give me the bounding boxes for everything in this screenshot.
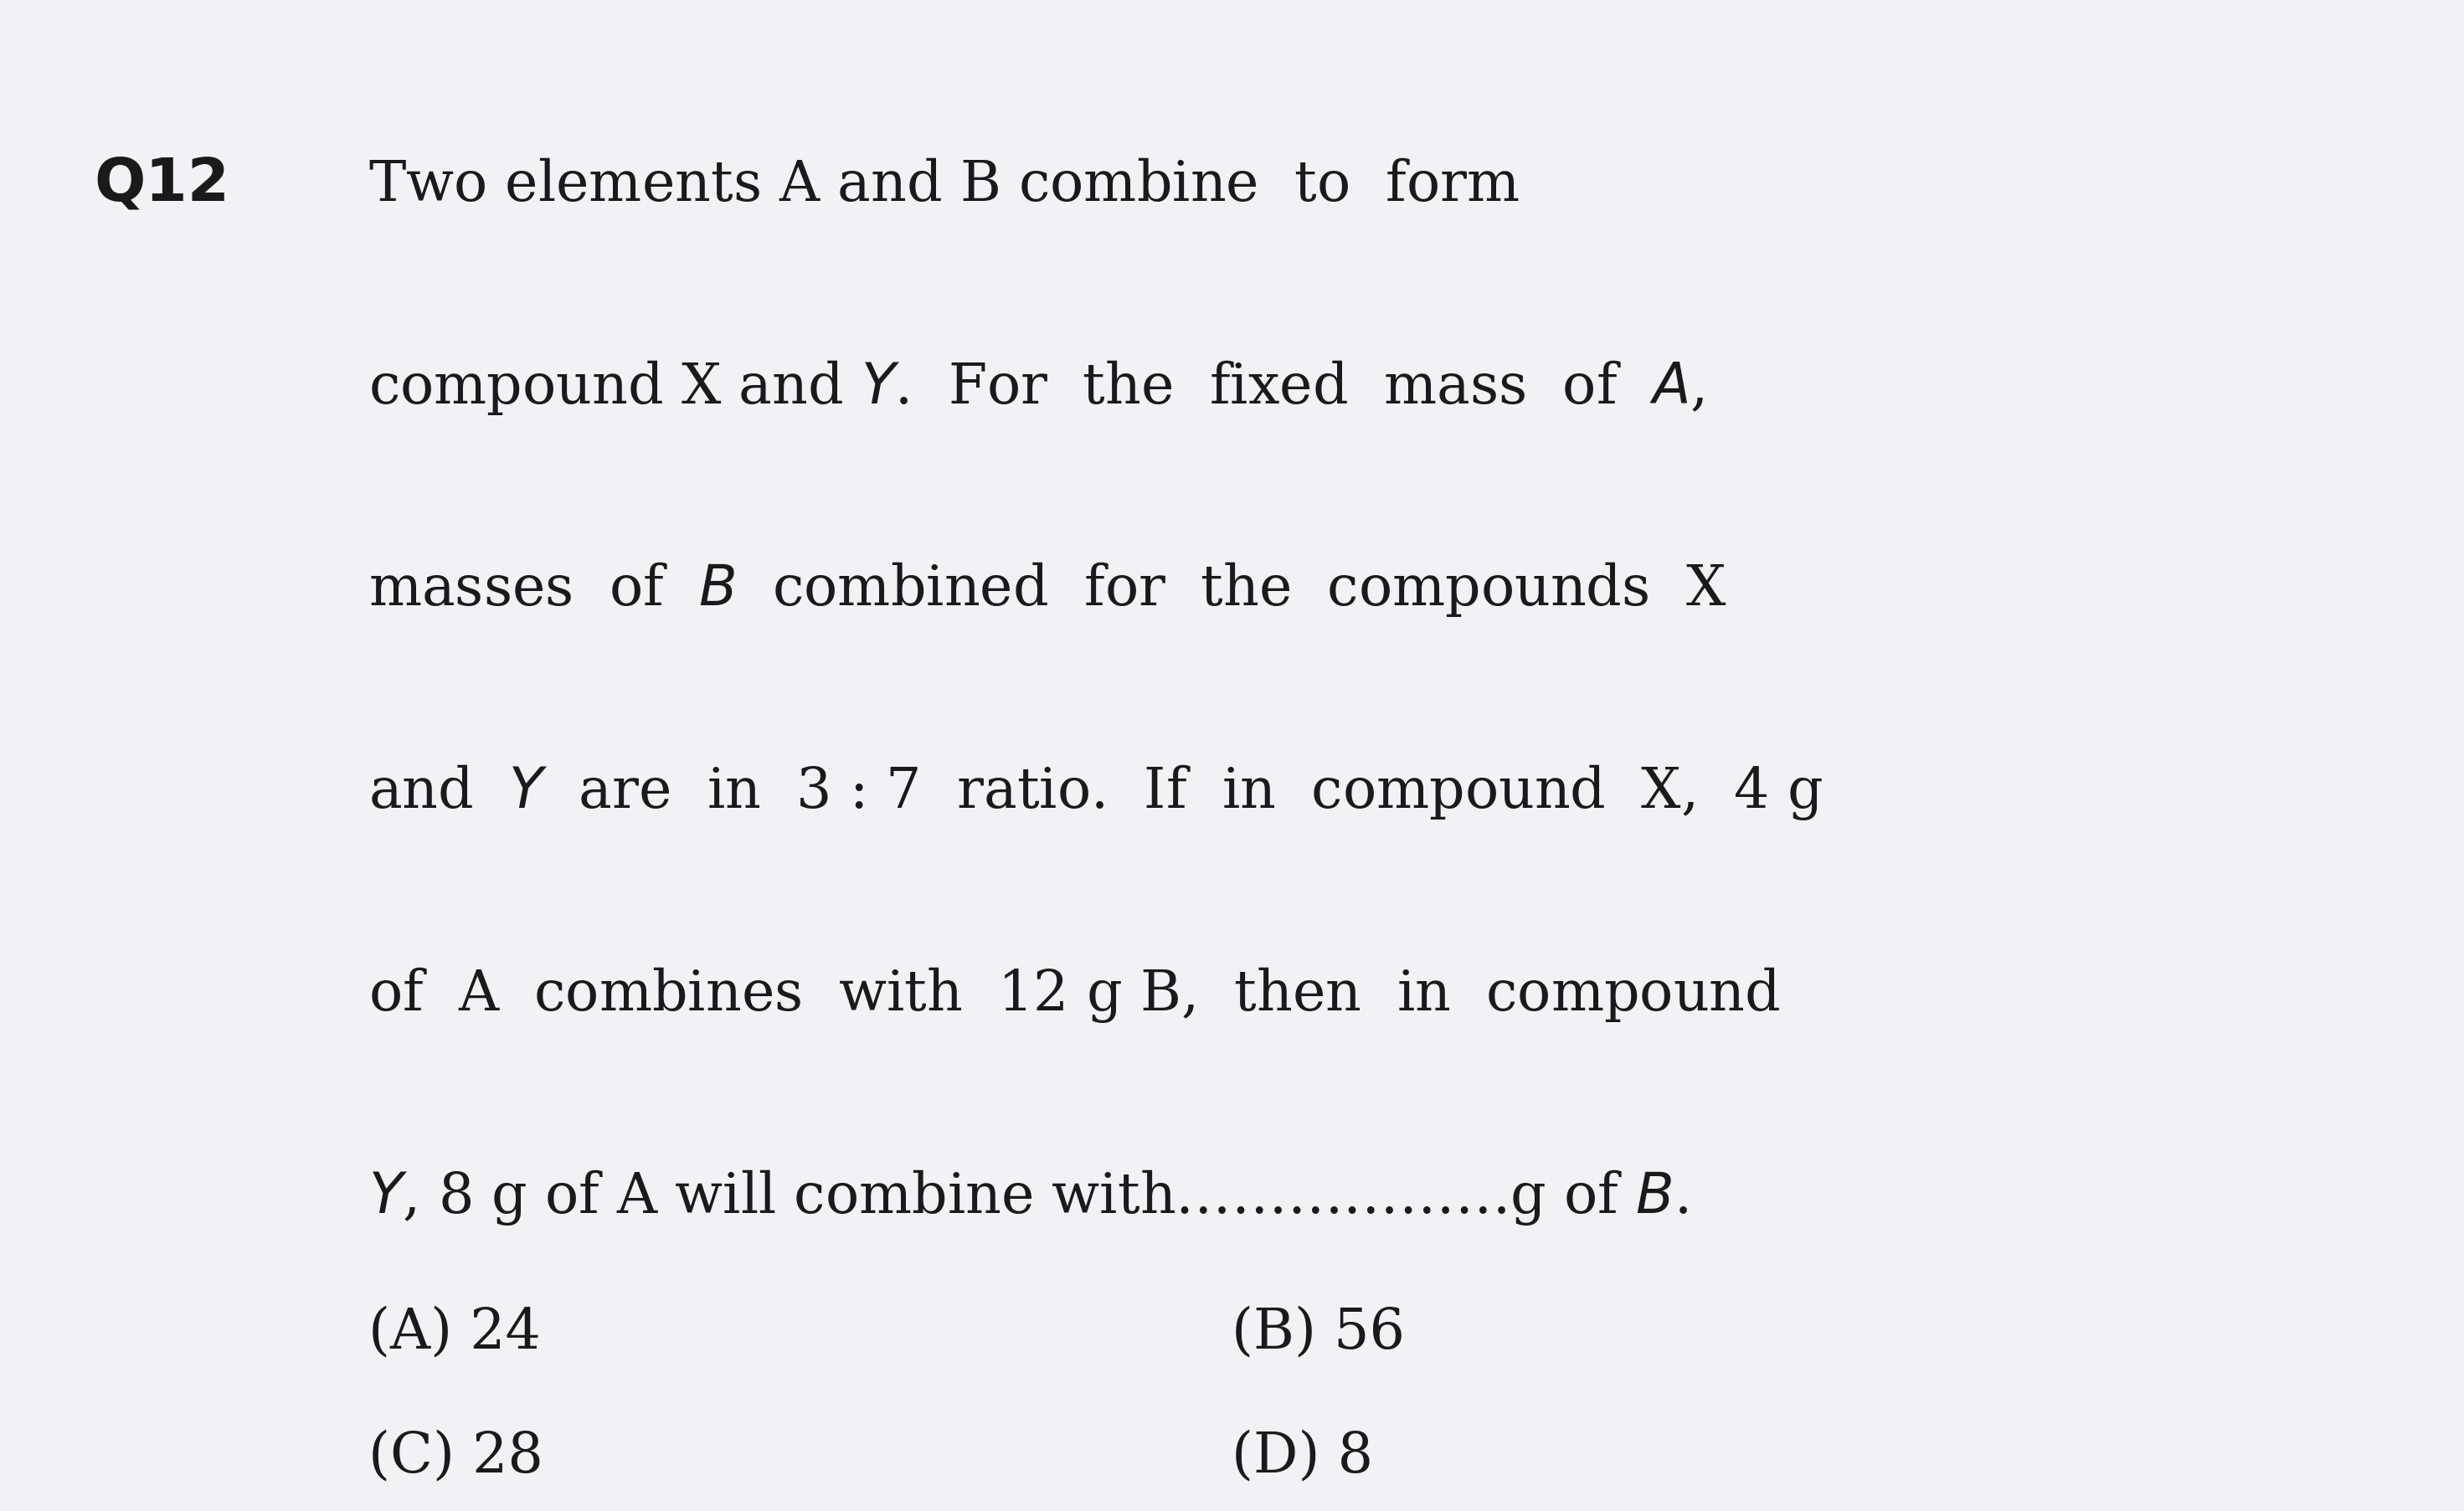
Text: (A) 24: (A) 24 — [370, 1306, 542, 1360]
Text: (C) 28: (C) 28 — [370, 1429, 545, 1484]
Text: and  $\mathit{Y}$  are  in  3 : 7  ratio.  If  in  compound  $\mathregular{X}$, : and $\mathit{Y}$ are in 3 : 7 ratio. If … — [370, 763, 1823, 822]
Text: (B) 56: (B) 56 — [1232, 1306, 1404, 1360]
Text: Two elements $\mathregular{A}$ and $\mathregular{B}$ combine  to  form: Two elements $\mathregular{A}$ and $\mat… — [370, 157, 1520, 213]
Text: (D) 8: (D) 8 — [1232, 1429, 1372, 1484]
Text: of  $\mathregular{A}$  combines  with  12 g $\mathregular{B}$,  then  in  compou: of $\mathregular{A}$ combines with 12 g … — [370, 966, 1781, 1024]
Text: masses  of  $\mathit{B}$  combined  for  the  compounds  $\mathregular{X}$: masses of $\mathit{B}$ combined for the … — [370, 561, 1727, 620]
Text: Q12: Q12 — [94, 156, 229, 213]
Text: $\mathit{Y}$, 8 g of A will combine with………………g of $\mathit{B}$.: $\mathit{Y}$, 8 g of A will combine with… — [370, 1168, 1688, 1227]
Text: compound $\mathregular{X}$ and $\mathit{Y}$.  For  the  fixed  mass  of  $\mathi: compound $\mathregular{X}$ and $\mathit{… — [370, 358, 1705, 417]
